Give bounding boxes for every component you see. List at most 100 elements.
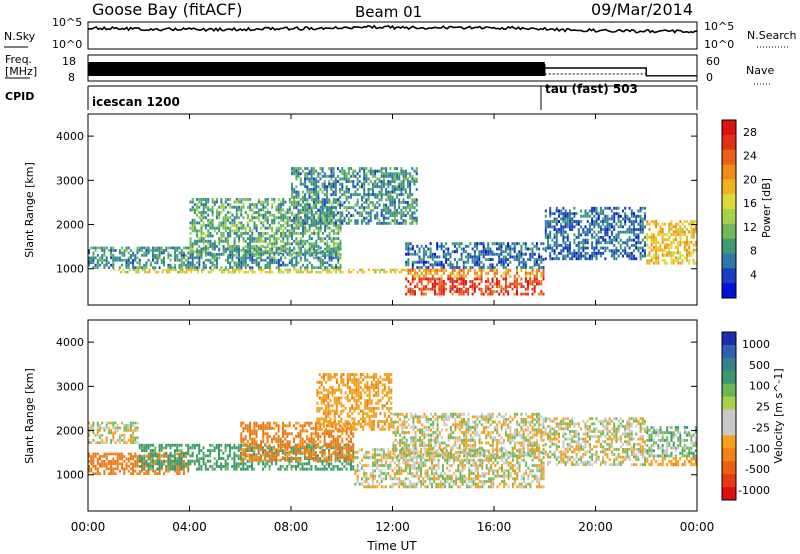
heatmap-cell (262, 429, 265, 433)
heatmap-cell (227, 271, 230, 274)
heatmap-cell (136, 464, 139, 468)
heatmap-cell (393, 208, 396, 212)
heatmap-cell (238, 221, 240, 225)
heatmap-cell (308, 203, 311, 207)
heatmap-cell (282, 261, 285, 265)
heatmap-cell (141, 254, 143, 257)
heatmap-cell (326, 226, 329, 230)
heatmap-cell (185, 271, 188, 274)
heatmap-cell (582, 214, 585, 218)
heatmap-cell (315, 193, 318, 197)
heatmap-cell (249, 458, 251, 462)
heatmap-cell (469, 266, 472, 269)
heatmap-cell (251, 208, 254, 212)
heatmap-cell (282, 263, 285, 267)
heatmap-cell (308, 226, 311, 230)
heatmap-cell (382, 208, 385, 212)
heatmap-cell (92, 266, 95, 269)
heatmap-cell (414, 260, 416, 264)
heatmap-cell (302, 232, 304, 235)
heatmap-cell (242, 263, 245, 267)
heatmap-cell (690, 233, 693, 236)
heatmap-cell (407, 287, 410, 291)
heatmap-cell (302, 200, 304, 204)
heatmap-cell (409, 292, 412, 296)
heatmap-cell (297, 247, 300, 251)
heatmap-cell (264, 216, 267, 220)
heatmap-cell (312, 446, 315, 450)
heatmap-cell (666, 251, 669, 255)
heatmap-cell (440, 285, 443, 288)
heatmap-cell (288, 205, 291, 209)
heatmap-cell (500, 285, 503, 288)
heatmap-cell (599, 225, 602, 229)
heatmap-cell (420, 260, 423, 264)
heatmap-cell (264, 226, 267, 230)
heatmap-cell (264, 271, 267, 274)
heatmap-cell (560, 225, 563, 229)
heatmap-cell (339, 229, 342, 233)
heatmap-cell (406, 206, 409, 210)
heatmap-cell (244, 435, 247, 438)
heatmap-cell (661, 227, 664, 231)
heatmap-cell (626, 217, 629, 221)
heatmap-cell (127, 251, 130, 255)
heatmap-cell (112, 246, 115, 250)
heatmap-cell (156, 462, 159, 466)
heatmap-cell (334, 201, 337, 204)
heatmap-cell (663, 246, 666, 249)
heatmap-cell (246, 237, 249, 241)
heatmap-cell (538, 282, 541, 286)
heatmap-cell (286, 216, 289, 220)
heatmap-cell (308, 208, 311, 212)
heatmap-cell (134, 464, 137, 468)
heatmap-cell (105, 256, 108, 260)
heatmap-cell (218, 443, 220, 447)
heatmap-cell (323, 467, 326, 471)
heatmap-cell (271, 261, 274, 265)
heatmap-cell (194, 268, 197, 272)
heatmap-cell (480, 271, 483, 275)
heatmap-cell (213, 258, 216, 262)
heatmap-cell (220, 198, 223, 201)
heatmap-cell (280, 218, 282, 222)
heatmap-cell (354, 193, 357, 197)
heatmap-cell (306, 239, 309, 243)
heatmap-cell (520, 285, 523, 288)
heatmap-cell (222, 239, 225, 243)
heatmap-cell (152, 249, 154, 252)
heatmap-cell (295, 271, 298, 274)
heatmap-cell (193, 239, 196, 243)
heatmap-cell (171, 467, 174, 471)
heatmap-cell (204, 258, 207, 262)
heatmap-cell (655, 251, 658, 255)
heatmap-cell (551, 246, 554, 250)
heatmap-cell (378, 177, 381, 181)
heatmap-cell (260, 203, 263, 207)
heatmap-cell (160, 462, 163, 466)
heatmap-cell (235, 208, 238, 212)
heatmap-cell (418, 277, 421, 281)
heatmap-cell (694, 248, 697, 252)
heatmap-cell (211, 263, 214, 267)
heatmap-cell (99, 472, 101, 475)
heatmap-cell (299, 182, 302, 186)
heatmap-cell (282, 198, 285, 201)
heatmap-cell (163, 452, 165, 456)
heatmap-cell (382, 185, 385, 189)
heatmap-cell (580, 251, 583, 255)
colorbar-tick-label: 28 (743, 126, 757, 139)
heatmap-cell (367, 188, 370, 191)
heatmap-cell (224, 226, 227, 230)
heatmap-cell (404, 169, 407, 173)
heatmap-cell (313, 218, 316, 222)
heatmap-cell (688, 240, 691, 244)
heatmap-cell (154, 256, 157, 260)
heatmap-cell (529, 282, 532, 286)
heatmap-cell (330, 263, 333, 267)
heatmap-cell (271, 247, 274, 251)
heatmap-cell (209, 465, 212, 468)
heatmap-cell (174, 457, 176, 460)
heatmap-cell (434, 292, 436, 296)
heatmap-cell (105, 426, 108, 430)
